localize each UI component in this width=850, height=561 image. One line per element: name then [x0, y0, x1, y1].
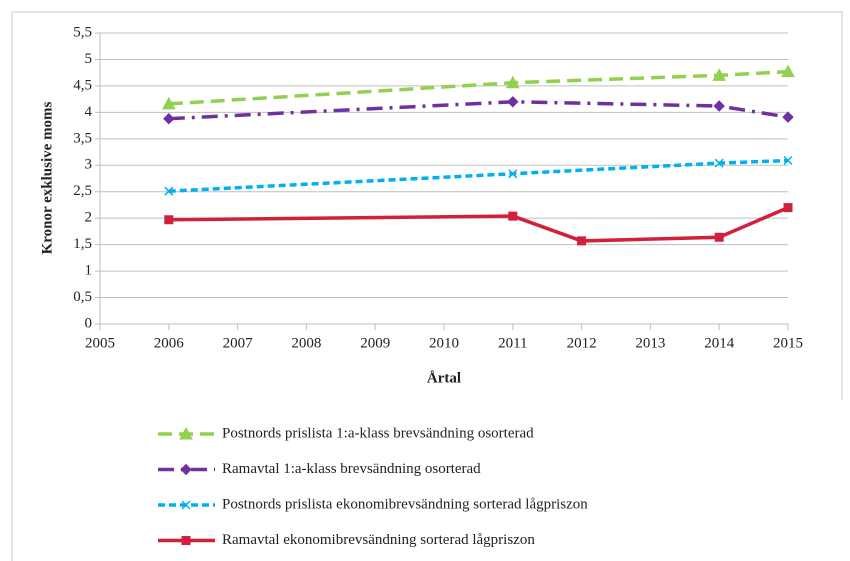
x-axis-label: Årtal [427, 370, 461, 386]
y-tick-label: 4,5 [73, 77, 92, 93]
y-tick-label: 5 [85, 51, 93, 67]
x-tick-label: 2007 [223, 335, 254, 351]
marker [181, 500, 191, 510]
marker [163, 113, 175, 125]
marker [714, 158, 724, 168]
y-tick-label: 5,5 [73, 24, 92, 40]
marker [577, 236, 587, 246]
legend-label: Ramavtal 1:a-klass brevsändning osortera… [222, 461, 481, 477]
marker [181, 536, 191, 545]
x-tick-label: 2006 [154, 335, 185, 351]
marker [180, 463, 192, 476]
marker [712, 68, 727, 81]
x-tick-label: 2008 [291, 335, 321, 351]
y-tick-label: 3,5 [73, 130, 92, 146]
x-tick-label: 2010 [429, 335, 459, 351]
marker [505, 75, 520, 89]
x-tick-label: 2005 [85, 335, 115, 351]
y-tick-label: 4 [85, 104, 93, 120]
series-line [168, 158, 789, 193]
chart-frame [11, 11, 843, 561]
series-line [168, 100, 789, 121]
x-tick-label: 2012 [567, 335, 597, 351]
marker [508, 169, 518, 179]
marker [164, 186, 174, 196]
y-tick-label: 2,5 [73, 183, 92, 199]
marker [783, 203, 793, 213]
y-tick-label: 0,5 [73, 289, 92, 305]
legend-label: Ramavtal ekonomibrevsändning sorterad lå… [222, 532, 535, 548]
marker [714, 232, 724, 242]
marker [179, 426, 193, 440]
x-tick-label: 2015 [773, 335, 803, 351]
marker [713, 100, 725, 112]
y-tick-label: 1,5 [73, 236, 92, 252]
y-tick-label: 2 [85, 210, 93, 226]
marker [783, 155, 793, 166]
legend-label: Postnords prislista 1:a-klass brevsändni… [222, 425, 534, 441]
y-tick-label: 1 [85, 263, 93, 279]
x-tick-label: 2009 [360, 335, 390, 351]
marker [161, 96, 176, 110]
series-line [168, 69, 789, 106]
y-axis-label: Kronor exklusive moms [39, 101, 55, 254]
x-tick-label: 2013 [635, 335, 665, 351]
marker [507, 96, 519, 108]
marker [781, 64, 795, 78]
y-tick-label: 3 [85, 157, 93, 173]
marker [508, 211, 518, 221]
y-tick-label: 0 [85, 315, 93, 331]
legend-label: Postnords prislista ekonomibrevsändning … [222, 496, 588, 512]
x-tick-label: 2011 [498, 335, 527, 351]
series-line [168, 205, 789, 243]
marker [164, 215, 174, 225]
marker [782, 111, 794, 123]
x-tick-label: 2014 [704, 335, 735, 351]
